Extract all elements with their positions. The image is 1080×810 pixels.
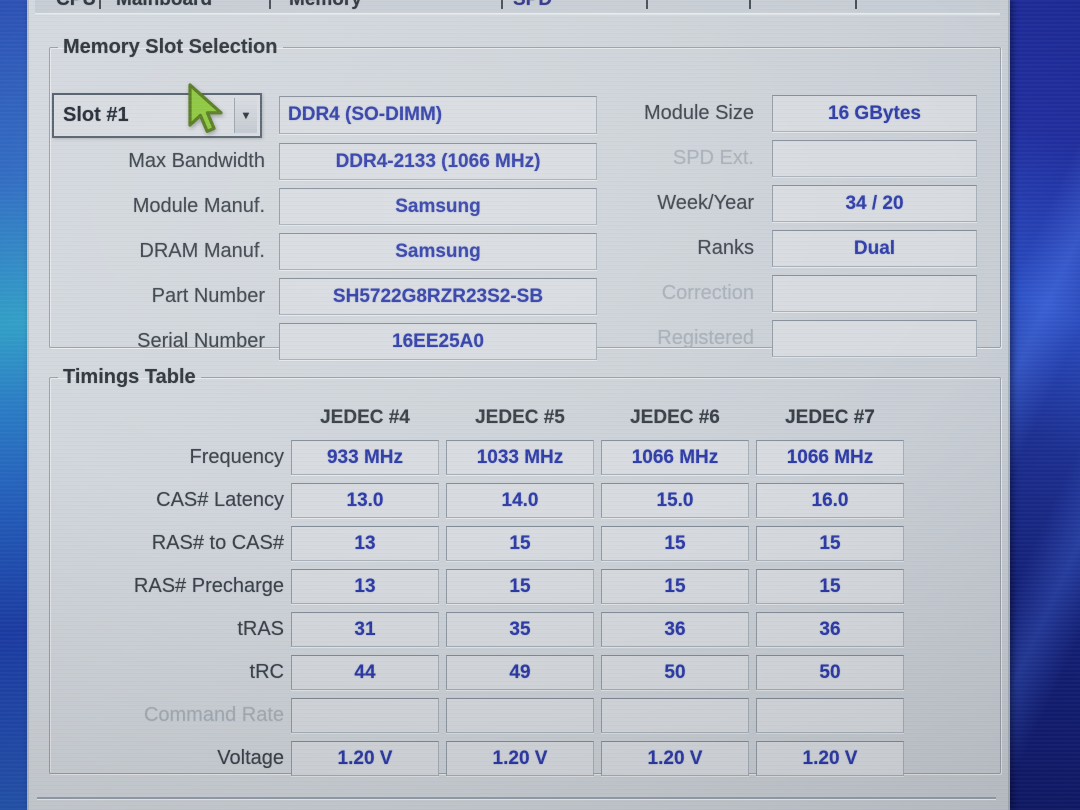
timing-row-label: RAS# to CAS# (151, 532, 284, 554)
timing-row-label: tRC (249, 661, 284, 683)
field-value: 16EE25A0 (279, 323, 597, 360)
timing-cell: 1.20 V (446, 741, 594, 776)
timing-cell: 49 (446, 655, 594, 690)
cpuz-window: CPU Mainboard Memory SPD Memory Slot Sel… (27, 0, 1010, 810)
timing-row-label: RAS# Precharge (133, 575, 284, 597)
timing-cell: 933 MHz (291, 440, 439, 475)
field-value: Dual (772, 230, 977, 267)
timing-cell: 15 (601, 569, 749, 604)
field-value: Samsung (279, 233, 597, 270)
timings-table-group: Timings Table JEDEC #4 JEDEC #5 JEDEC #6… (49, 366, 1001, 776)
timing-cell (291, 698, 439, 733)
column-header: JEDEC #5 (475, 407, 565, 428)
timing-cell: 15 (756, 526, 904, 561)
timing-row-label: tRAS (237, 618, 284, 640)
timing-row-label: CAS# Latency (156, 489, 284, 511)
tab-bar: CPU Mainboard Memory SPD (35, 0, 1000, 13)
tab-separator (646, 0, 648, 9)
timing-cell: 14.0 (446, 483, 594, 518)
timings-table: JEDEC #4 JEDEC #5 JEDEC #6 JEDEC #7 Freq… (72, 397, 904, 776)
field-label: Week/Year (657, 192, 754, 214)
field-label: Serial Number (137, 330, 265, 352)
memory-slot-selection-group: Memory Slot Selection Slot #1 ▼ DDR4 (SO… (49, 36, 1001, 360)
desktop-wallpaper-right (1010, 0, 1080, 810)
group-title: Memory Slot Selection (63, 36, 278, 58)
timing-cell: 15 (601, 526, 749, 561)
timing-cell: 15 (756, 569, 904, 604)
tab-separator (269, 0, 271, 9)
mouse-cursor-icon (188, 83, 223, 133)
field-label: DRAM Manuf. (139, 240, 265, 262)
field-value (772, 320, 977, 357)
timing-cell: 31 (291, 612, 439, 647)
timing-cell: 1033 MHz (446, 440, 594, 475)
field-value: 16 GBytes (772, 95, 977, 132)
timing-cell: 35 (446, 612, 594, 647)
field-value: 34 / 20 (772, 185, 977, 222)
timing-cell: 1066 MHz (756, 440, 904, 475)
timing-cell: 36 (601, 612, 749, 647)
field-label: Registered (657, 327, 754, 349)
tab-mainboard[interactable]: Mainboard (116, 0, 212, 11)
field-label: Module Manuf. (132, 195, 265, 217)
field-label: Module Size (643, 102, 754, 124)
tab-memory[interactable]: Memory (289, 0, 362, 11)
tab-cpu[interactable]: CPU (56, 0, 96, 11)
slot-selector-value: Slot #1 (63, 104, 129, 126)
tab-separator (99, 0, 101, 9)
column-header: JEDEC #6 (630, 407, 720, 428)
column-header: JEDEC #4 (320, 407, 410, 428)
timing-cell: 50 (756, 655, 904, 690)
field-label: SPD Ext. (672, 147, 754, 169)
timing-cell: 1.20 V (601, 741, 749, 776)
timing-cell: 15.0 (601, 483, 749, 518)
field-value (772, 140, 977, 177)
dialog-footer-separator (37, 797, 996, 799)
tab-separator (855, 0, 857, 9)
field-value: SH5722G8RZR23S2-SB (279, 278, 597, 315)
timing-cell: 1.20 V (756, 741, 904, 776)
timing-cell: 13 (291, 569, 439, 604)
field-value: DDR4-2133 (1066 MHz) (279, 143, 597, 180)
corner-cell (72, 397, 284, 432)
field-value: Samsung (279, 188, 597, 225)
timing-row-label: Voltage (217, 747, 284, 769)
field-value (772, 275, 977, 312)
timing-cell (446, 698, 594, 733)
slot-selector-combobox[interactable]: Slot #1 ▼ (52, 93, 262, 138)
timing-cell: 13.0 (291, 483, 439, 518)
timing-cell: 1.20 V (291, 741, 439, 776)
timing-cell: 15 (446, 526, 594, 561)
timing-cell: 36 (756, 612, 904, 647)
tab-content-edge (35, 13, 1000, 16)
field-label: Ranks (697, 237, 754, 259)
column-header: JEDEC #7 (785, 407, 875, 428)
timing-row-label: Frequency (189, 446, 285, 468)
timing-row-label: Command Rate (143, 704, 284, 726)
timing-cell: 16.0 (756, 483, 904, 518)
tab-separator (749, 0, 751, 9)
tab-spd[interactable]: SPD (513, 0, 552, 11)
timing-cell: 1066 MHz (601, 440, 749, 475)
timing-cell: 13 (291, 526, 439, 561)
group-title: Timings Table (63, 366, 196, 388)
chevron-down-icon[interactable]: ▼ (234, 98, 257, 133)
module-type-field: DDR4 (SO-DIMM) (279, 96, 597, 134)
timing-cell: 50 (601, 655, 749, 690)
slot-right-fields: Module Size 16 GBytes SPD Ext. Week/Year… (594, 95, 977, 357)
tab-separator (501, 0, 503, 9)
timing-cell: 44 (291, 655, 439, 690)
timing-cell (756, 698, 904, 733)
desktop-wallpaper-left (0, 0, 27, 810)
field-label: Max Bandwidth (128, 150, 265, 172)
timing-cell: 15 (446, 569, 594, 604)
timing-cell (601, 698, 749, 733)
slot-left-fields: Max Bandwidth DDR4-2133 (1066 MHz) Modul… (62, 143, 597, 360)
field-label: Part Number (151, 285, 265, 307)
field-label: Correction (661, 282, 754, 304)
